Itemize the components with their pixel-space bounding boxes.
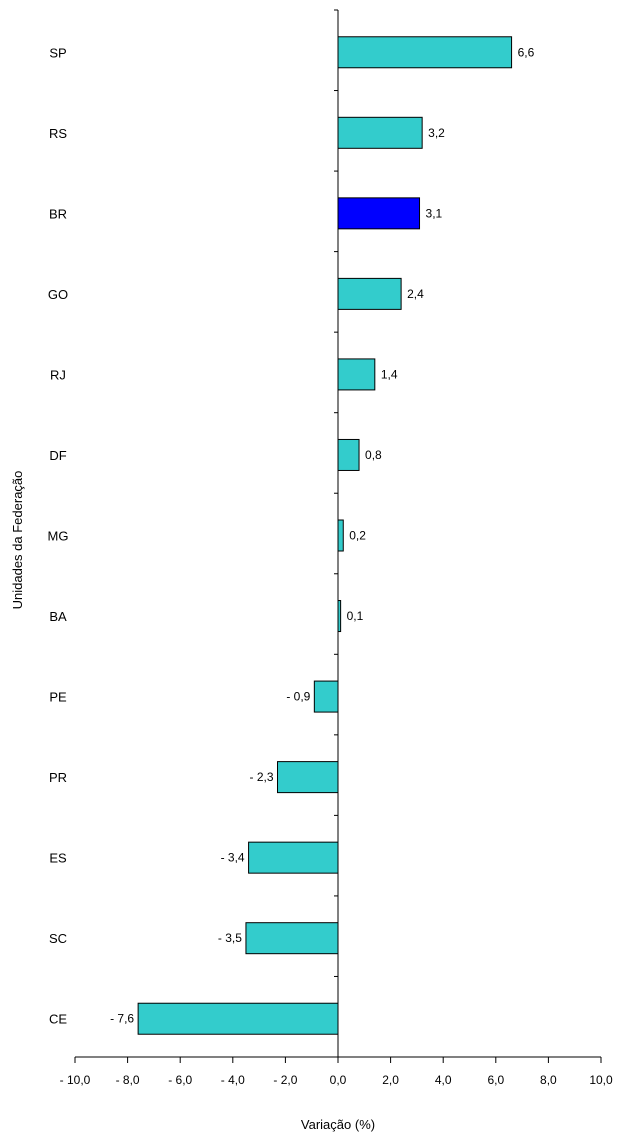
category-label-es: ES xyxy=(49,851,67,866)
x-tick-label: 10,0 xyxy=(589,1073,613,1087)
bar-df xyxy=(337,438,360,471)
value-label-pe: - 0,9 xyxy=(286,690,310,704)
bar-pe xyxy=(313,680,339,713)
bars-group xyxy=(137,36,513,1035)
value-label-es: - 3,4 xyxy=(221,851,245,865)
value-label-pr: - 2,3 xyxy=(249,770,273,784)
category-label-go: GO xyxy=(48,287,68,302)
category-label-mg: MG xyxy=(48,529,69,544)
bar-sp xyxy=(337,36,513,69)
x-tick-label: 6,0 xyxy=(487,1073,504,1087)
category-labels-group: SP RS BR GO RJ DF MG BA PE PR ES SC CE xyxy=(48,45,69,1026)
x-tick-label: 0,0 xyxy=(330,1073,347,1087)
value-label-sp: 6,6 xyxy=(518,45,535,59)
value-label-ba: 0,1 xyxy=(347,609,364,623)
category-label-df: DF xyxy=(49,448,66,463)
category-label-rj: RJ xyxy=(50,367,66,382)
value-labels-group: 6,6 3,2 3,1 2,4 1,4 0,8 0,2 0,1 - 0,9 - 2,3 - 3,4 -… xyxy=(110,45,534,1025)
x-tick-label: 4,0 xyxy=(435,1073,452,1087)
category-label-pe: PE xyxy=(49,690,67,705)
x-axis-title: Variação (%) xyxy=(301,1117,375,1132)
value-label-df: 0,8 xyxy=(365,448,382,462)
x-tick-label: 8,0 xyxy=(540,1073,557,1087)
x-ticks-group: - 10,0 - 8,0 - 6,0 - 4,0 - 2,0 0,0 2,0 4,0 6,0 8,… xyxy=(60,1057,613,1087)
bar-ce xyxy=(137,1002,339,1035)
x-tick-label: - 6,0 xyxy=(168,1073,192,1087)
y-axis-title: Unidades da Federação xyxy=(10,471,25,610)
value-label-rj: 1,4 xyxy=(381,367,398,381)
category-label-sc: SC xyxy=(49,931,67,946)
category-label-ce: CE xyxy=(49,1012,67,1027)
bar-rs xyxy=(337,116,423,149)
bar-pr xyxy=(277,761,339,794)
x-tick-label: - 2,0 xyxy=(273,1073,297,1087)
y-ticks-group xyxy=(334,9,338,1058)
category-label-sp: SP xyxy=(49,45,66,60)
category-label-br: BR xyxy=(49,206,67,221)
value-label-rs: 3,2 xyxy=(428,126,445,140)
value-label-br: 3,1 xyxy=(426,206,443,220)
x-tick-label: 2,0 xyxy=(382,1073,399,1087)
bar-go xyxy=(337,277,402,310)
bar-rj xyxy=(337,358,376,391)
bar-br xyxy=(337,197,421,230)
bar-sc xyxy=(245,922,339,955)
category-label-ba: BA xyxy=(49,609,67,624)
bar-mg xyxy=(337,519,344,552)
x-tick-label: - 8,0 xyxy=(116,1073,140,1087)
category-label-rs: RS xyxy=(49,126,67,141)
category-label-pr: PR xyxy=(49,770,67,785)
bar-es xyxy=(248,841,339,874)
value-label-mg: 0,2 xyxy=(349,529,366,543)
x-tick-label: - 4,0 xyxy=(221,1073,245,1087)
value-label-sc: - 3,5 xyxy=(218,931,242,945)
value-label-go: 2,4 xyxy=(407,287,424,301)
value-label-ce: - 7,6 xyxy=(110,1012,134,1026)
x-tick-label: - 10,0 xyxy=(60,1073,91,1087)
